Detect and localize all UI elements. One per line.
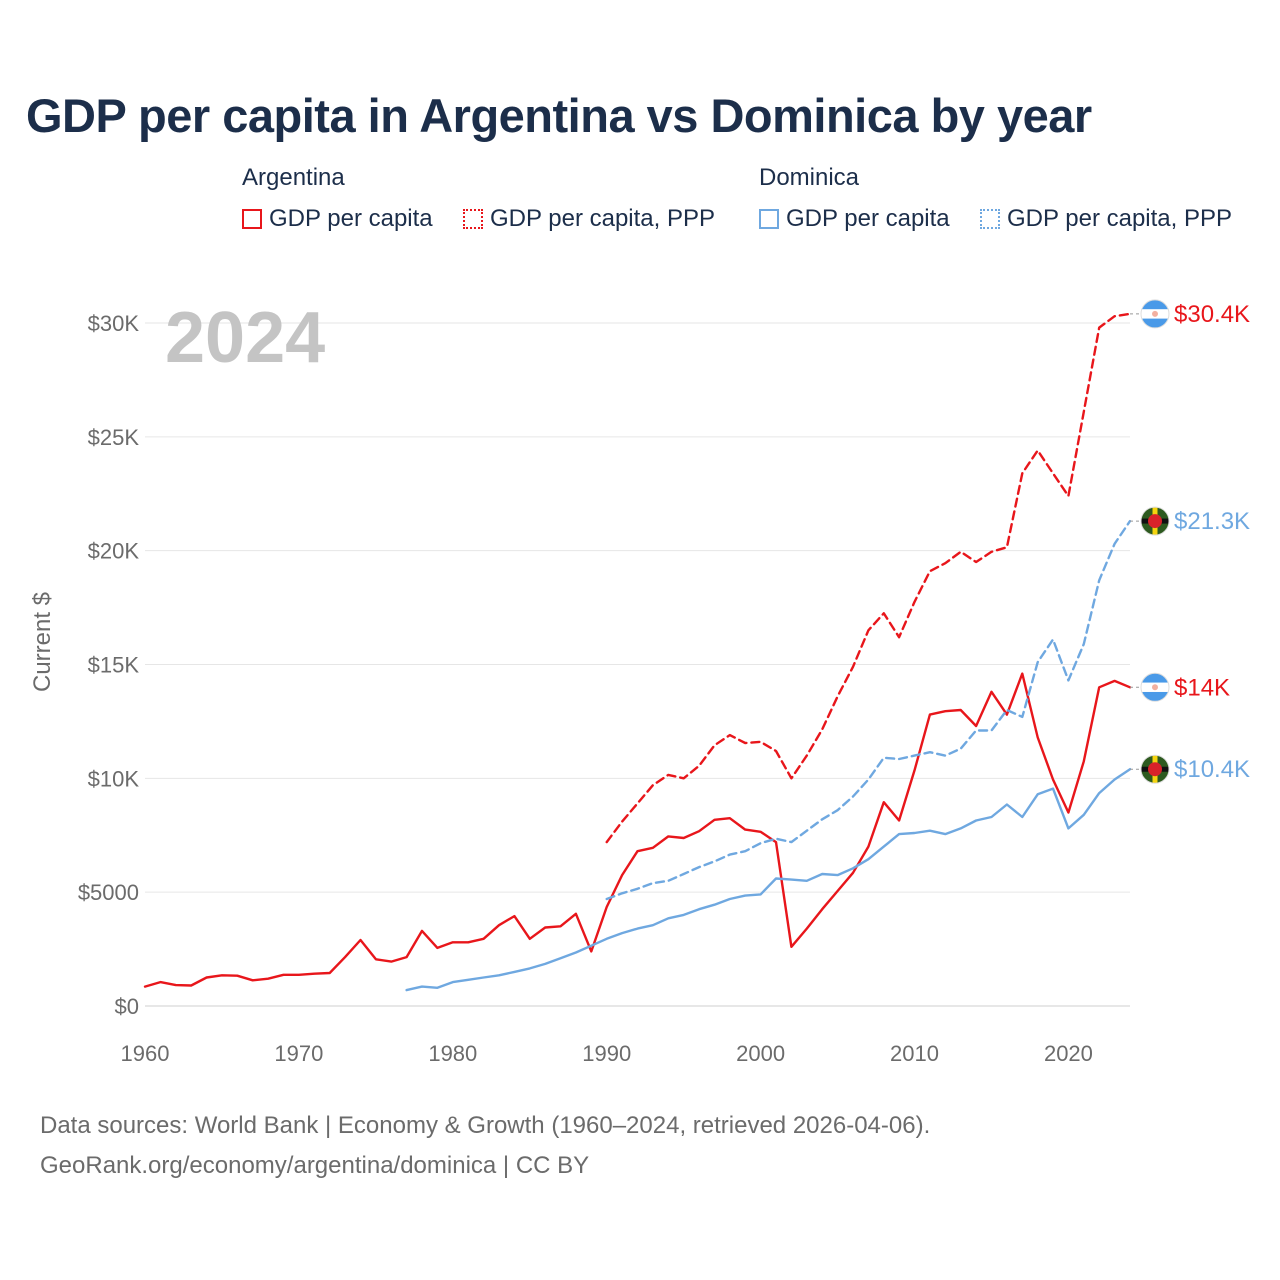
flag-disc bbox=[1148, 762, 1162, 777]
y-tick-label: $30K bbox=[88, 311, 140, 336]
y-tick-label: $10K bbox=[88, 766, 140, 791]
grid bbox=[145, 322, 1130, 1007]
source-note: Data sources: World Bank | Economy & Gro… bbox=[40, 1106, 930, 1186]
x-tick-label: 1980 bbox=[428, 1041, 477, 1066]
series bbox=[143, 312, 1132, 992]
end-value-label: $10.4K bbox=[1174, 756, 1250, 783]
source-link[interactable]: GeoRank.org/economy/argentina/dominica |… bbox=[40, 1152, 590, 1179]
flag-stripe-bottom bbox=[1141, 691, 1169, 702]
axes: $0 $5000 $10K $15K $20K $25K $30K 1960 1970 1980 1… bbox=[78, 311, 1093, 1066]
flag-ring bbox=[1140, 299, 1170, 329]
x-tick-label: 1970 bbox=[274, 1041, 323, 1066]
y-axis-title: Current $ bbox=[29, 592, 56, 692]
x-tick-label: 1960 bbox=[121, 1041, 170, 1066]
legend-swatch-dotted bbox=[463, 209, 483, 229]
legend-group-dominica: Dominica bbox=[759, 164, 860, 191]
dominica-flag-icon bbox=[1140, 754, 1170, 784]
legend-item-argentina-gdp-ppp[interactable]: GDP per capita, PPP bbox=[463, 205, 715, 233]
flag-stripe-top bbox=[1141, 673, 1169, 683]
y-tick-label: $0 bbox=[115, 994, 139, 1019]
end-value-label: $30.4K bbox=[1174, 301, 1250, 328]
series-line-argentina-gdp bbox=[143, 672, 1132, 988]
y-tick-label: $20K bbox=[88, 539, 140, 564]
legend-item-dominica-gdp[interactable]: GDP per capita bbox=[759, 205, 950, 233]
argentina-flag-icon bbox=[1140, 299, 1170, 329]
legend-item-argentina-gdp[interactable]: GDP per capita bbox=[242, 205, 433, 233]
flag-ring bbox=[1140, 754, 1170, 784]
y-tick-label: $25K bbox=[88, 425, 140, 450]
series-line-argentina-ppp bbox=[605, 312, 1132, 844]
x-tick-label: 1990 bbox=[582, 1041, 631, 1066]
x-tick-label: 2010 bbox=[890, 1041, 939, 1066]
year-watermark: 2024 bbox=[165, 298, 325, 378]
legend-label: GDP per capita bbox=[786, 205, 950, 232]
y-tick-label: $5000 bbox=[78, 880, 139, 905]
flag-sun bbox=[1152, 310, 1158, 317]
y-tick-label: $15K bbox=[88, 653, 140, 678]
flag-ring bbox=[1140, 672, 1170, 702]
legend-label: GDP per capita, PPP bbox=[490, 205, 715, 232]
legend-item-dominica-gdp-ppp[interactable]: GDP per capita, PPP bbox=[980, 205, 1232, 233]
flag-disc bbox=[1148, 514, 1162, 529]
end-markers: $14K $30.4K $10.4K $21.3K bbox=[1130, 299, 1250, 784]
legend-swatch-dotted bbox=[980, 209, 1000, 229]
flag-stripe-top bbox=[1141, 299, 1169, 310]
series-line-dominica-ppp bbox=[605, 519, 1132, 901]
argentina-flag-icon bbox=[1140, 672, 1170, 702]
x-tick-label: 2000 bbox=[736, 1041, 785, 1066]
legend-label: GDP per capita bbox=[269, 205, 433, 232]
legend-swatch-solid bbox=[242, 209, 262, 229]
flag-stripe-bottom bbox=[1141, 318, 1169, 328]
x-tick-label: 2020 bbox=[1044, 1041, 1093, 1066]
series-line-dominica-gdp bbox=[405, 768, 1132, 992]
legend-group-argentina: Argentina bbox=[242, 164, 345, 191]
end-value-label: $21.3K bbox=[1174, 508, 1250, 535]
legend-swatch-solid bbox=[759, 209, 779, 229]
legend-label: GDP per capita, PPP bbox=[1007, 205, 1232, 232]
dominica-flag-icon bbox=[1140, 506, 1170, 536]
chart-title: GDP per capita in Argentina vs Dominica … bbox=[26, 89, 1092, 142]
flag-ring bbox=[1140, 506, 1170, 536]
source-line-1: Data sources: World Bank | Economy & Gro… bbox=[40, 1112, 931, 1139]
flag-sun bbox=[1152, 684, 1158, 691]
end-value-label: $14K bbox=[1174, 674, 1230, 701]
